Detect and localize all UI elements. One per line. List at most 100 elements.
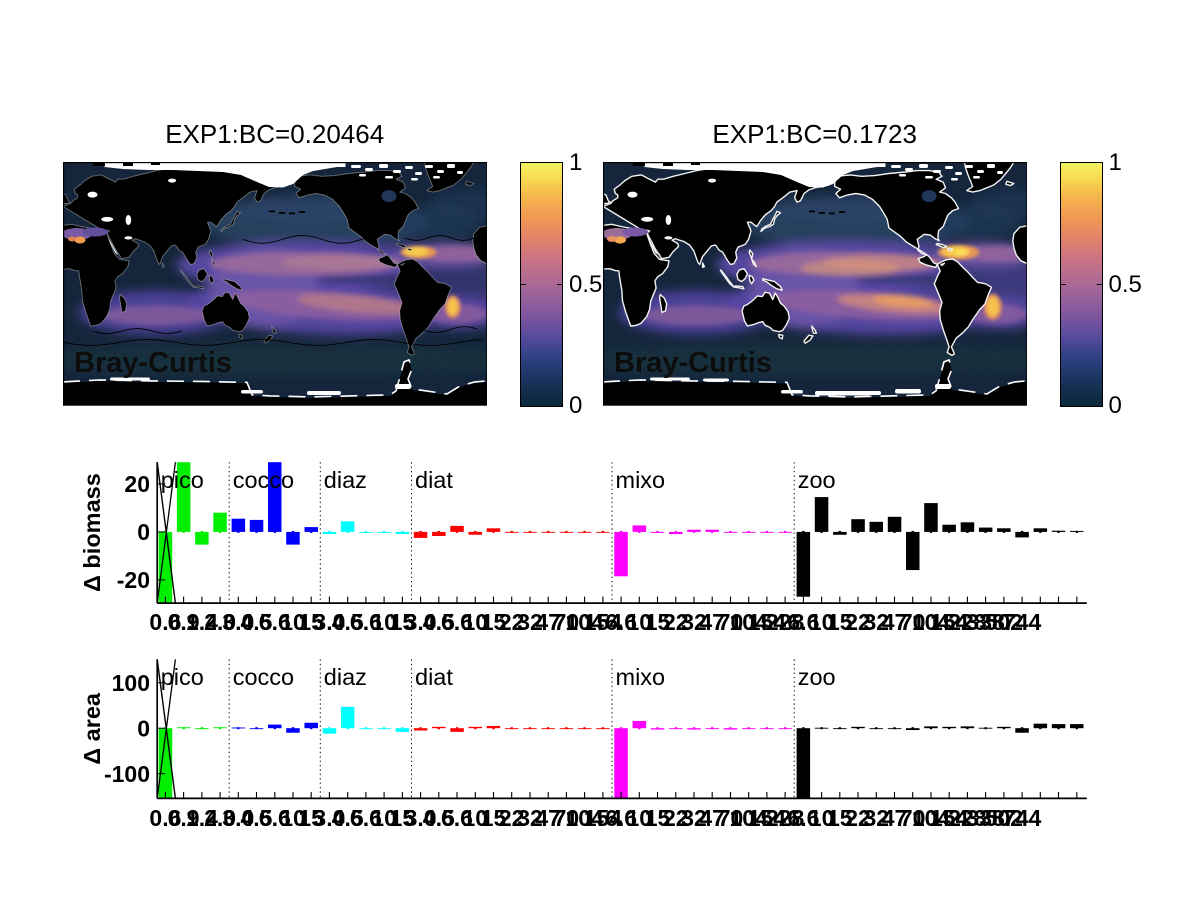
svg-text:154: 154: [930, 609, 969, 635]
svg-text:zoo: zoo: [798, 467, 836, 493]
svg-text:47: 47: [699, 609, 725, 635]
svg-text:pico: pico: [161, 467, 204, 493]
svg-text:0.9: 0.9: [168, 609, 200, 635]
svg-text:154: 154: [930, 805, 969, 831]
svg-text:15: 15: [298, 609, 324, 635]
svg-text:154: 154: [584, 805, 623, 831]
svg-text:0: 0: [137, 715, 150, 741]
svg-text:6.6: 6.6: [350, 609, 382, 635]
svg-text:1: 1: [1109, 149, 1122, 176]
svg-text:diaz: diaz: [324, 664, 367, 690]
svg-text:6.6: 6.6: [350, 805, 382, 831]
svg-text:22: 22: [663, 609, 689, 635]
svg-text:70: 70: [900, 609, 926, 635]
svg-text:diat: diat: [415, 467, 453, 493]
svg-text:32: 32: [517, 609, 543, 635]
svg-text:cocco: cocco: [233, 664, 294, 690]
svg-text:15: 15: [481, 609, 507, 635]
svg-text:47: 47: [535, 609, 561, 635]
svg-text:mixo: mixo: [616, 664, 666, 690]
svg-text:154: 154: [584, 609, 623, 635]
svg-text:338: 338: [966, 609, 1005, 635]
svg-text:104: 104: [912, 609, 951, 635]
svg-text:4.5: 4.5: [332, 805, 364, 831]
svg-text:1.4: 1.4: [186, 609, 218, 635]
svg-text:0.9: 0.9: [168, 805, 200, 831]
svg-text:cocco: cocco: [233, 467, 294, 493]
svg-text:3.0: 3.0: [405, 805, 437, 831]
svg-text:32: 32: [681, 609, 707, 635]
svg-text:10: 10: [627, 609, 653, 635]
svg-text:zoo: zoo: [798, 664, 836, 690]
svg-text:6.6: 6.6: [605, 805, 637, 831]
svg-text:pico: pico: [161, 664, 204, 690]
svg-text:Δ area: Δ area: [79, 692, 105, 765]
svg-text:6.6: 6.6: [605, 609, 637, 635]
svg-text:1: 1: [569, 149, 582, 176]
svg-text:32: 32: [864, 609, 890, 635]
svg-text:100: 100: [112, 670, 150, 696]
svg-text:6.6: 6.6: [441, 609, 473, 635]
svg-text:4.5: 4.5: [241, 609, 273, 635]
svg-text:2.0: 2.0: [204, 609, 236, 635]
svg-text:15: 15: [390, 805, 416, 831]
svg-text:70: 70: [554, 805, 580, 831]
svg-text:6.6: 6.6: [441, 805, 473, 831]
svg-text:154: 154: [748, 805, 787, 831]
svg-text:10: 10: [371, 609, 397, 635]
svg-text:10: 10: [809, 609, 835, 635]
svg-text:70: 70: [718, 805, 744, 831]
svg-text:10: 10: [463, 805, 489, 831]
svg-text:Δ biomass: Δ biomass: [79, 473, 105, 592]
svg-text:15: 15: [827, 805, 853, 831]
svg-text:32: 32: [681, 805, 707, 831]
svg-text:104: 104: [912, 805, 951, 831]
svg-text:32: 32: [517, 805, 543, 831]
svg-text:10: 10: [463, 609, 489, 635]
svg-text:4.5: 4.5: [423, 805, 455, 831]
svg-text:338: 338: [966, 805, 1005, 831]
svg-text:10: 10: [809, 805, 835, 831]
svg-text:6.6: 6.6: [259, 805, 291, 831]
svg-text:3.0: 3.0: [405, 609, 437, 635]
svg-text:70: 70: [718, 609, 744, 635]
svg-text:744: 744: [1003, 609, 1042, 635]
svg-text:22: 22: [499, 609, 525, 635]
svg-text:0: 0: [1109, 392, 1122, 419]
svg-text:15: 15: [481, 805, 507, 831]
svg-text:228: 228: [948, 805, 987, 831]
svg-text:502: 502: [985, 609, 1023, 635]
svg-text:154: 154: [748, 609, 787, 635]
svg-text:228: 228: [948, 609, 987, 635]
svg-text:15: 15: [645, 609, 671, 635]
svg-text:22: 22: [663, 805, 689, 831]
svg-text:mixo: mixo: [616, 467, 666, 493]
svg-text:0: 0: [569, 392, 582, 419]
svg-text:47: 47: [535, 805, 561, 831]
svg-text:Bray-Curtis: Bray-Curtis: [614, 347, 772, 379]
svg-text:diaz: diaz: [324, 467, 367, 493]
svg-text:-20: -20: [117, 567, 150, 593]
svg-text:3.0: 3.0: [313, 609, 345, 635]
svg-text:0: 0: [137, 519, 150, 545]
svg-text:4.5: 4.5: [332, 609, 364, 635]
svg-text:4.5: 4.5: [241, 805, 273, 831]
svg-text:15: 15: [390, 609, 416, 635]
svg-text:6.6: 6.6: [787, 609, 819, 635]
svg-text:104: 104: [730, 609, 769, 635]
svg-text:0.5: 0.5: [569, 271, 602, 298]
svg-text:6.6: 6.6: [787, 805, 819, 831]
svg-text:3.0: 3.0: [313, 805, 345, 831]
svg-text:104: 104: [565, 805, 604, 831]
svg-text:70: 70: [554, 609, 580, 635]
svg-text:10: 10: [280, 609, 306, 635]
svg-text:3.0: 3.0: [222, 609, 254, 635]
svg-text:228: 228: [766, 609, 805, 635]
svg-text:-100: -100: [104, 761, 150, 787]
svg-text:70: 70: [900, 805, 926, 831]
svg-text:15: 15: [827, 609, 853, 635]
svg-text:47: 47: [699, 805, 725, 831]
svg-text:Bray-Curtis: Bray-Curtis: [74, 347, 232, 379]
svg-text:22: 22: [845, 609, 871, 635]
svg-text:15: 15: [298, 805, 324, 831]
